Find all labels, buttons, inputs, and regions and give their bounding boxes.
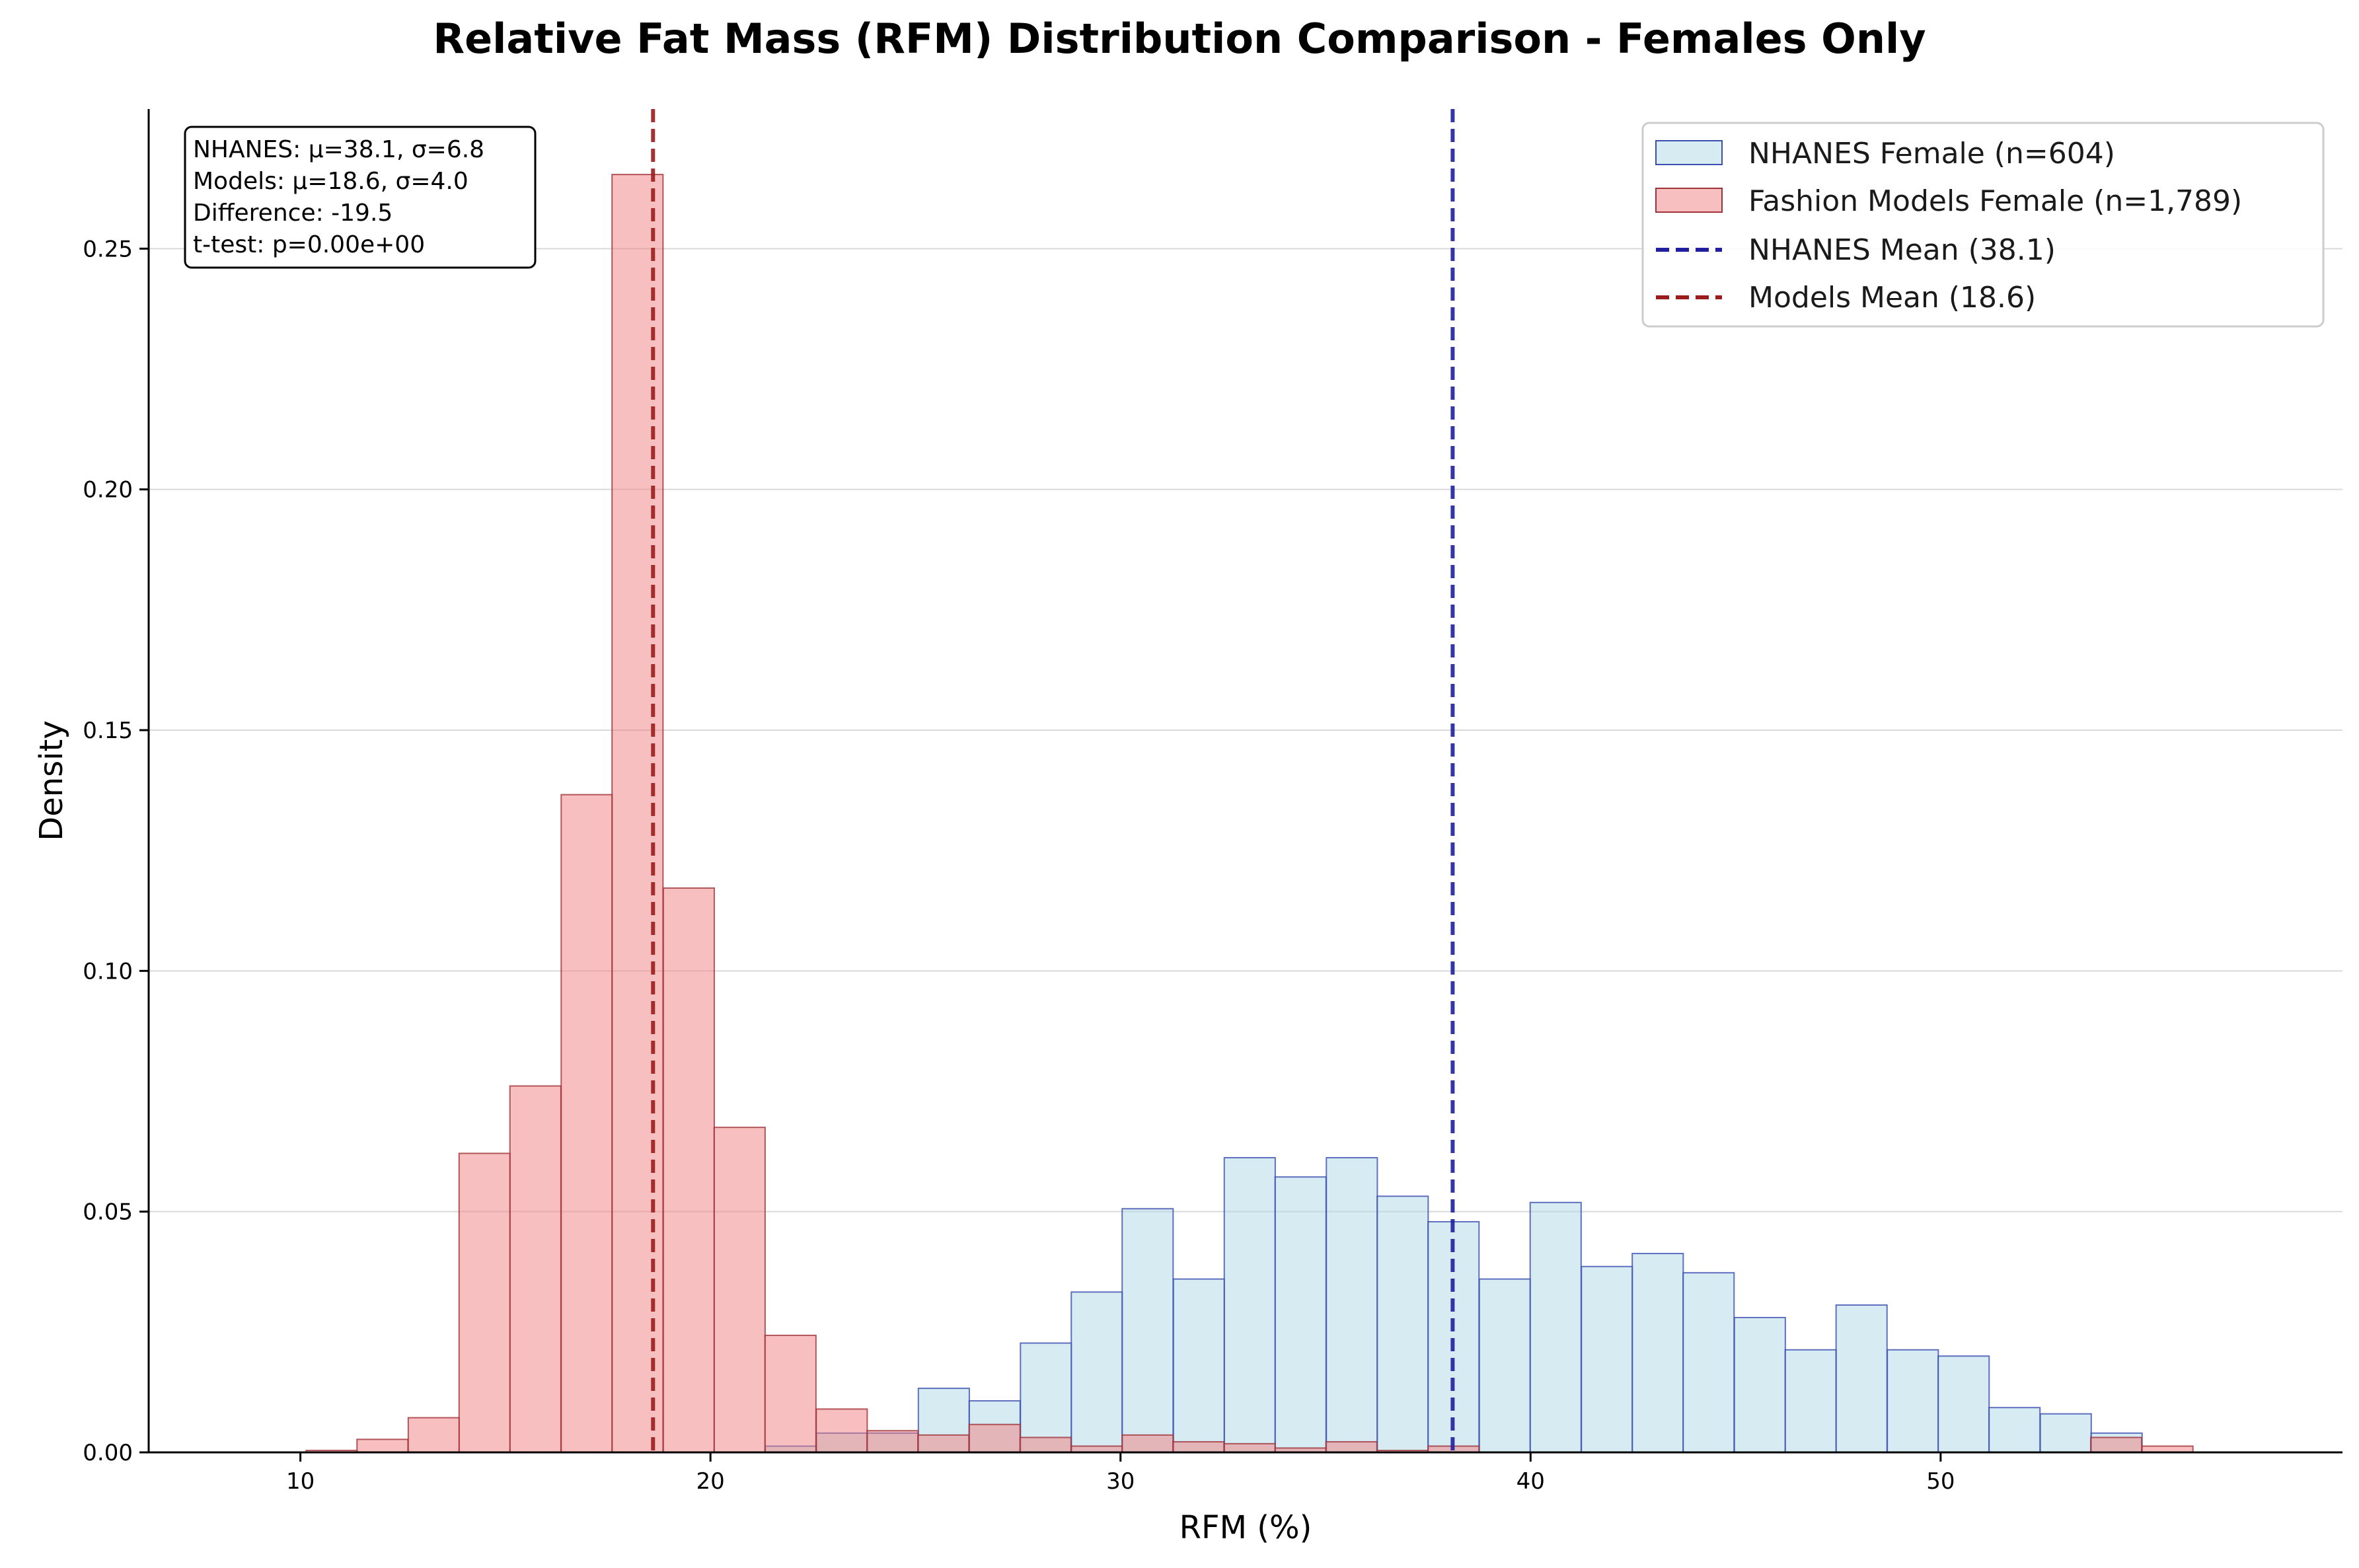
fashion-models-female-bar: [713, 1127, 766, 1453]
legend-swatch-fashion-models-female: [1655, 188, 1723, 213]
legend-label-nhanes-female: NHANES Female (n=604): [1748, 137, 2115, 170]
y-tick-label: 0.25: [83, 236, 133, 262]
fashion-models-female-bar: [968, 1423, 1021, 1453]
stats-line-ttest: t-test: p=0.00e+00: [193, 231, 425, 258]
nhanes-female-bar: [1478, 1278, 1531, 1453]
x-axis-ticks: 10 20 30 40 50: [286, 1452, 1955, 1495]
x-tick-label: 20: [696, 1468, 725, 1495]
fashion-models-female-bar: [560, 794, 613, 1454]
legend-label-models-mean: Models Mean (18.6): [1748, 281, 2036, 315]
nhanes-female-bar: [1529, 1201, 1582, 1453]
x-tick-label: 50: [1926, 1468, 1955, 1495]
mean-lines: [651, 109, 1455, 1452]
nhanes-female-bar: [1274, 1176, 1327, 1454]
y-tick-label: 0.00: [83, 1440, 133, 1466]
nhanes-female-bar: [1835, 1304, 1888, 1453]
stats-line-nhanes: NHANES: μ=38.1, σ=6.8: [193, 136, 484, 163]
nhanes-female-bar: [1172, 1278, 1225, 1453]
y-tick-label: 0.20: [83, 477, 133, 504]
fashion-models-female-bar: [407, 1417, 460, 1453]
nhanes-female-bar: [1223, 1157, 1276, 1454]
nhanes-female-bar: [2039, 1413, 2092, 1453]
legend-swatch-nhanes-female: [1655, 140, 1723, 165]
fashion-models-female-bar: [611, 174, 664, 1454]
stats-line-difference: Difference: -19.5: [193, 200, 393, 227]
x-tick-label: 10: [286, 1468, 315, 1495]
fashion-models-female-bar: [1223, 1442, 1276, 1453]
nhanes-female-histogram: [765, 1157, 2143, 1454]
nhanes-female-bar: [1631, 1253, 1684, 1454]
nhanes-female-bar: [1988, 1407, 2041, 1454]
stats-box-frame: [184, 126, 537, 269]
fashion-models-female-bar: [662, 887, 715, 1453]
nhanes-female-bar: [1682, 1272, 1735, 1454]
y-tick-label: 0.10: [83, 958, 133, 985]
fashion-models-female-bar: [764, 1334, 817, 1453]
fashion-models-female-bar: [1172, 1440, 1225, 1454]
nhanes-female-bar: [1937, 1355, 1990, 1453]
legend-label-nhanes-mean: NHANES Mean (38.1): [1748, 233, 2056, 267]
nhanes-female-bar: [1121, 1208, 1174, 1453]
nhanes-female-bar: [1020, 1342, 1072, 1454]
nhanes-female-bar: [1733, 1316, 1786, 1453]
x-tick-label: 40: [1516, 1468, 1545, 1495]
nhanes-female-bar: [1887, 1349, 1939, 1453]
nhanes-female-bar: [1581, 1265, 1633, 1454]
fashion-models-female-bar: [815, 1408, 868, 1454]
fashion-models-female-bar: [356, 1438, 409, 1454]
chart-title: Relative Fat Mass (RFM) Distribution Com…: [433, 15, 1926, 63]
fashion-models-female-bar: [509, 1085, 562, 1454]
legend: NHANES Female (n=604) Fashion Models Fem…: [1641, 122, 2325, 328]
fashion-models-female-bar: [458, 1152, 511, 1453]
y-axis-ticks: 0.00 0.05 0.10 0.15 0.20 0.25: [83, 236, 149, 1466]
y-axis-title: Density: [33, 720, 70, 840]
y-tick-label: 0.15: [83, 718, 133, 744]
nhanes-female-bar: [1326, 1157, 1378, 1454]
fashion-models-female-bar: [866, 1430, 919, 1454]
stats-line-models: Models: μ=18.6, σ=4.0: [193, 168, 468, 195]
legend-label-fashion-models-female: Fashion Models Female (n=1,789): [1748, 184, 2242, 218]
nhanes-female-bar: [1376, 1195, 1429, 1453]
nhanes-female-bar: [1070, 1291, 1123, 1453]
legend-frame: [1641, 122, 2325, 328]
y-tick-label: 0.05: [83, 1199, 133, 1226]
fashion-models-female-bar: [1019, 1437, 1072, 1454]
nhanes-female-bar: [1784, 1349, 1837, 1453]
x-axis-title: RFM (%): [1180, 1509, 1312, 1546]
fashion-models-female-bar: [2089, 1437, 2143, 1454]
fashion-models-female-bar: [1325, 1440, 1378, 1454]
stats-annotation-box: NHANES: μ=38.1, σ=6.8 Models: μ=18.6, σ=…: [184, 126, 537, 269]
x-tick-label: 30: [1106, 1468, 1135, 1495]
fashion-models-female-bar: [917, 1434, 970, 1454]
fashion-models-female-bar: [1121, 1434, 1174, 1454]
